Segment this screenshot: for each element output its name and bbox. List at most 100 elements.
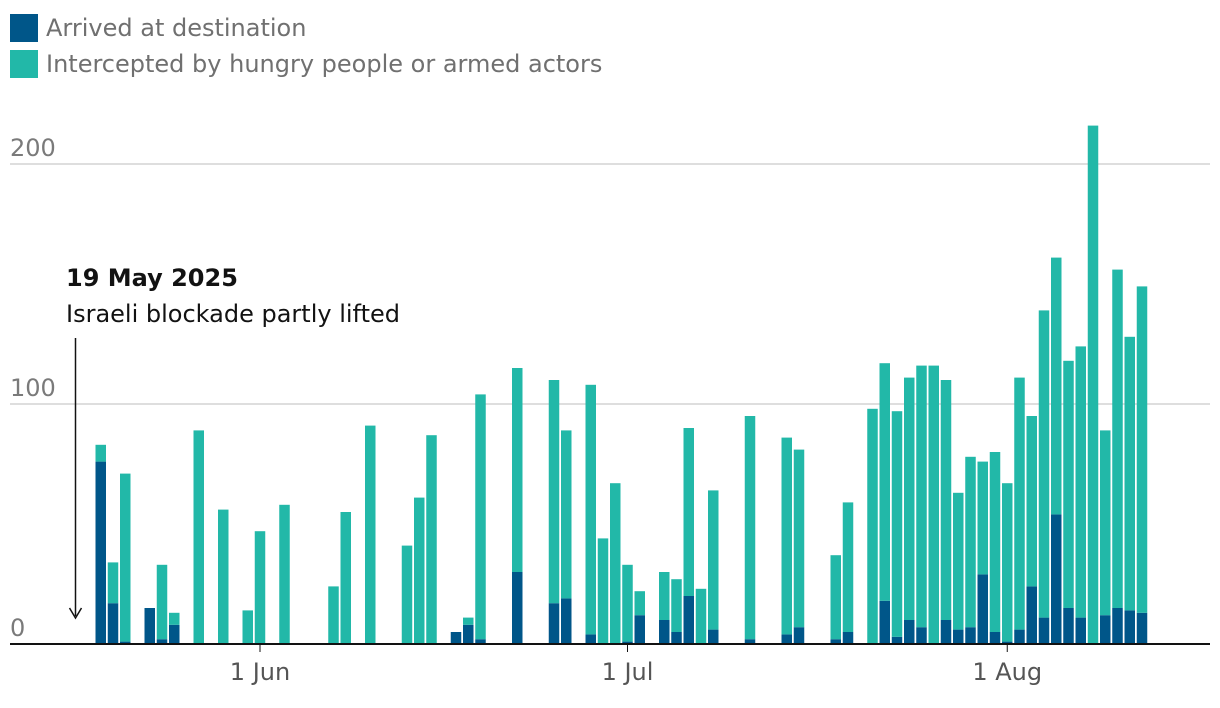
bar-intercepted: [548, 380, 560, 604]
bar-intercepted: [683, 428, 694, 596]
bar-arrived: [561, 598, 572, 644]
y-tick-label-100: 100: [10, 374, 56, 402]
bar-intercepted: [512, 368, 523, 572]
bar-intercepted: [1124, 336, 1135, 611]
bar-arrived: [120, 641, 131, 644]
bar-intercepted: [891, 411, 903, 637]
bar-arrived: [585, 634, 596, 644]
bar-intercepted: [695, 588, 707, 644]
bar-arrived: [671, 632, 682, 644]
bar-intercepted: [989, 452, 1001, 632]
bar-intercepted: [659, 572, 670, 620]
bar-intercepted: [254, 531, 266, 644]
bar-arrived: [107, 603, 119, 644]
bar-arrived: [1112, 608, 1123, 644]
bar-intercepted: [1038, 310, 1050, 618]
bar-intercepted: [879, 363, 890, 601]
bar-intercepted: [414, 497, 425, 644]
bar-arrived: [904, 620, 915, 644]
bar-arrived: [1002, 641, 1013, 644]
bar-intercepted: [561, 430, 572, 599]
bar-arrived: [463, 624, 474, 644]
x-tick-label: 1 Jul: [602, 658, 654, 686]
bar-arrived: [475, 639, 486, 644]
x-tick-label: 1 Aug: [972, 658, 1042, 686]
bar-arrived: [708, 629, 719, 644]
bar-intercepted: [622, 564, 633, 642]
bar-intercepted: [585, 384, 596, 635]
annotation-text: Israeli blockade partly lifted: [66, 300, 400, 328]
legend-label-intercepted: Intercepted by hungry people or armed ac…: [46, 50, 603, 78]
bar-intercepted: [671, 579, 682, 632]
bar-arrived: [916, 627, 927, 644]
bar-arrived: [953, 629, 964, 644]
bar-intercepted: [401, 545, 413, 644]
bar-intercepted: [340, 512, 351, 644]
bar-intercepted: [940, 380, 952, 620]
bar-arrived: [1100, 615, 1111, 644]
bar-arrived: [634, 615, 645, 644]
annotation-arrow-head: [68, 607, 83, 620]
bar-intercepted: [156, 564, 168, 640]
bar-intercepted: [977, 461, 988, 575]
bar-intercepted: [904, 377, 915, 620]
legend-item-arrived: Arrived at destination: [10, 10, 602, 46]
bar-arrived: [965, 627, 976, 644]
bar-arrived: [512, 572, 523, 644]
bar-arrived: [1026, 586, 1037, 644]
bar-intercepted: [107, 562, 119, 604]
bar-arrived: [169, 624, 180, 644]
bar-arrived: [891, 636, 903, 644]
bar-intercepted: [328, 586, 339, 644]
bar-intercepted: [120, 473, 131, 642]
bar-arrived: [1038, 617, 1050, 644]
bar-intercepted: [1075, 346, 1086, 618]
bar-arrived: [1051, 514, 1062, 644]
bar-arrived: [842, 632, 854, 644]
bar-intercepted: [1002, 483, 1013, 642]
bar-arrived: [622, 641, 633, 644]
bar-intercepted: [1063, 360, 1074, 608]
legend-label-arrived: Arrived at destination: [46, 14, 307, 42]
bar-intercepted: [169, 612, 180, 625]
bar-arrived: [1014, 629, 1025, 644]
bar-arrived: [744, 639, 756, 644]
bar-intercepted: [708, 490, 719, 630]
bar-intercepted: [965, 456, 976, 628]
y-tick-label-200: 200: [10, 134, 56, 162]
bar-arrived: [879, 600, 890, 644]
bar-arrived: [450, 632, 462, 644]
bar-intercepted: [1051, 257, 1062, 515]
bar-intercepted: [365, 425, 376, 644]
bar-arrived: [144, 608, 155, 644]
bar-arrived: [95, 461, 106, 644]
bar-arrived: [793, 627, 805, 644]
annotation-title: 19 May 2025: [66, 264, 238, 292]
bar-intercepted: [1112, 269, 1123, 608]
bar-intercepted: [867, 408, 878, 644]
bar-arrived: [830, 639, 841, 644]
bar-intercepted: [781, 437, 792, 635]
bar-intercepted: [242, 610, 253, 644]
bar-intercepted: [1136, 286, 1148, 613]
bar-intercepted: [744, 416, 756, 640]
bar-arrived: [1063, 608, 1074, 644]
bar-arrived: [781, 634, 792, 644]
y-tick-label-0: 0: [10, 614, 25, 642]
bar-intercepted: [1087, 125, 1099, 645]
bar-intercepted: [95, 444, 106, 462]
legend-item-intercepted: Intercepted by hungry people or armed ac…: [10, 46, 602, 82]
bar-arrived: [156, 639, 168, 644]
bar-intercepted: [1100, 430, 1111, 616]
bar-intercepted: [1014, 377, 1025, 630]
bar-arrived: [977, 574, 988, 644]
bar-intercepted: [928, 365, 939, 644]
bar-arrived: [683, 596, 694, 644]
bar-arrived: [659, 620, 670, 644]
bar-intercepted: [634, 591, 645, 616]
legend-swatch-arrived: [10, 14, 38, 42]
x-tick-label: 1 Jun: [230, 658, 290, 686]
bar-intercepted: [916, 365, 927, 628]
bar-intercepted: [463, 617, 474, 625]
